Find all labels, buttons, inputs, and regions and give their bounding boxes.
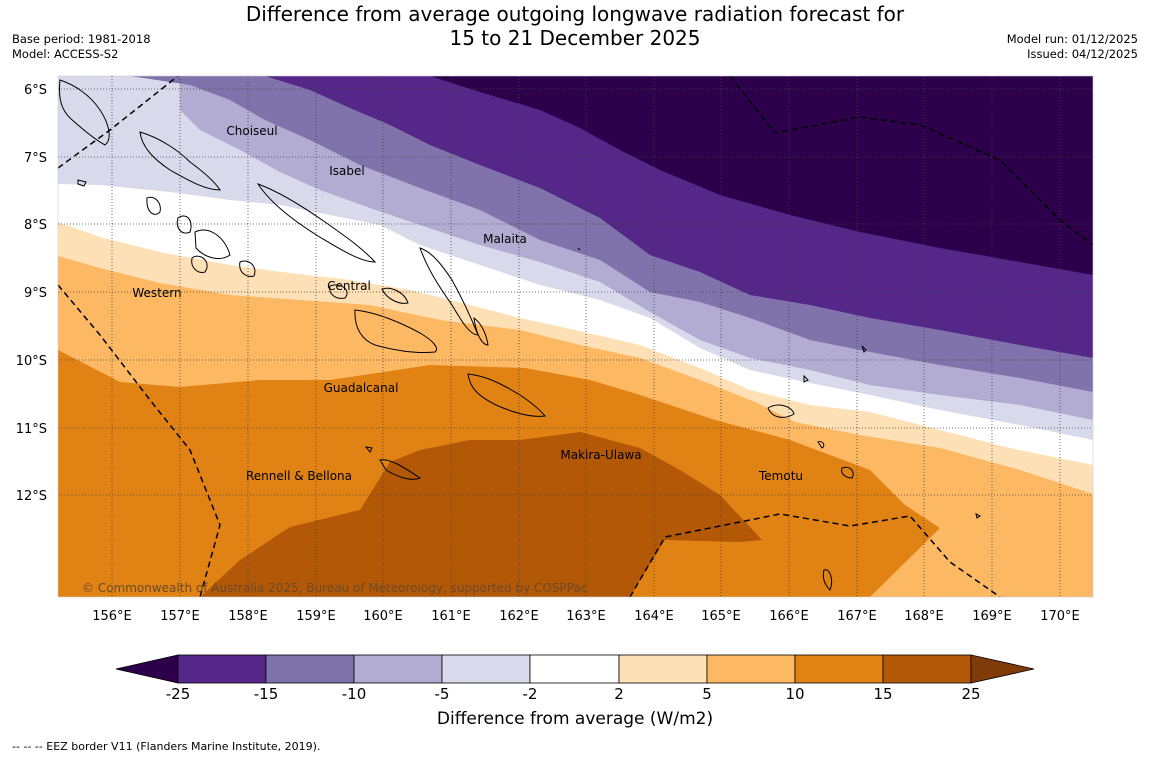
lat-label-8s: 8°S bbox=[24, 218, 47, 233]
cbar-tick-neg25: -25 bbox=[166, 685, 191, 703]
island-santa-cruz bbox=[767, 404, 795, 418]
island-isabel bbox=[256, 183, 377, 263]
model-name: Model: ACCESS-S2 bbox=[12, 47, 119, 61]
model-run: Model run: 01/12/2025 bbox=[1006, 32, 1138, 46]
cbar-seg-15-25 bbox=[882, 654, 972, 684]
cbar-seg-neg25-neg15 bbox=[177, 654, 267, 684]
cbar-tick-10: 10 bbox=[785, 685, 804, 703]
cbar-seg-neg2-2 bbox=[529, 654, 620, 684]
island-bellona bbox=[364, 446, 373, 453]
island-savo bbox=[381, 287, 409, 304]
title-line-1: Difference from average outgoing longwav… bbox=[245, 2, 905, 26]
colorbar bbox=[115, 654, 1035, 684]
island-rennell bbox=[379, 459, 422, 480]
lon-label-160e: 160°E bbox=[363, 609, 403, 624]
lon-label-169e: 169°E bbox=[972, 609, 1012, 624]
lat-label-7s: 7°S bbox=[24, 151, 47, 166]
cbar-tick-2: 2 bbox=[614, 685, 624, 703]
band-lt-neg25 bbox=[430, 76, 1093, 275]
cbar-seg-neg5-neg2 bbox=[441, 654, 531, 684]
cbar-extend-low bbox=[115, 654, 179, 684]
lon-label-164e: 164°E bbox=[634, 609, 674, 624]
cbar-tick-neg15: -15 bbox=[254, 685, 279, 703]
label-makira-ulawa: Makira-Ulawa bbox=[560, 448, 641, 462]
island-new-georgia bbox=[194, 229, 231, 259]
lon-label-166e: 166°E bbox=[769, 609, 809, 624]
lon-label-162e: 162°E bbox=[499, 609, 539, 624]
cbar-tick-5: 5 bbox=[702, 685, 712, 703]
lon-label-158e: 158°E bbox=[228, 609, 268, 624]
cbar-tick-neg5: -5 bbox=[435, 685, 450, 703]
island-south-malaita bbox=[473, 316, 489, 346]
lon-label-156e: 156°E bbox=[92, 609, 132, 624]
island-bougainville bbox=[59, 79, 110, 146]
island-utupua bbox=[817, 441, 825, 449]
lat-label-12s: 12°S bbox=[16, 489, 47, 504]
lon-label-163e: 163°E bbox=[566, 609, 606, 624]
label-rennell-bellona: Rennell & Bellona bbox=[246, 469, 352, 483]
cbar-tick-neg10: -10 bbox=[342, 685, 367, 703]
lat-label-6s: 6°S bbox=[24, 83, 47, 98]
lon-label-165e: 165°E bbox=[701, 609, 741, 624]
cbar-extend-high bbox=[970, 654, 1035, 684]
label-guadalcanal: Guadalcanal bbox=[324, 381, 399, 395]
base-period: Base period: 1981-2018 bbox=[12, 32, 151, 46]
label-temotu: Temotu bbox=[758, 469, 803, 483]
lon-label-167e: 167°E bbox=[837, 609, 877, 624]
map-frame bbox=[57, 75, 1094, 598]
label-western: Western bbox=[132, 286, 181, 300]
island-anuta bbox=[975, 513, 981, 519]
eez-borders bbox=[58, 76, 1093, 597]
label-isabel: Isabel bbox=[329, 164, 364, 178]
island-kolombangara bbox=[176, 215, 192, 234]
lon-label-170e: 170°E bbox=[1040, 609, 1080, 624]
chart-title: Difference from average outgoing longwav… bbox=[0, 2, 1150, 50]
cbar-tick-15: 15 bbox=[873, 685, 892, 703]
lon-label-168e: 168°E bbox=[904, 609, 944, 624]
island-guadalcanal bbox=[354, 309, 437, 353]
island-ontong-java bbox=[577, 247, 581, 251]
colorbar-label: Difference from average (W/m2) bbox=[436, 709, 714, 729]
cbar-tick-neg2: -2 bbox=[523, 685, 538, 703]
cbar-tick-25: 25 bbox=[961, 685, 980, 703]
lat-label-11s: 11°S bbox=[16, 422, 47, 437]
label-malaita: Malaita bbox=[483, 232, 527, 246]
meta-left: Base period: 1981-2018 Model: ACCESS-S2 bbox=[12, 32, 151, 62]
meta-right: Model run: 01/12/2025 Issued: 04/12/2025 bbox=[1007, 32, 1138, 62]
eez-footnote: -- -- -- EEZ border V11 (Flanders Marine… bbox=[12, 740, 321, 753]
title-line-2: 15 to 21 December 2025 bbox=[449, 26, 701, 50]
cbar-seg-10-15 bbox=[794, 654, 884, 684]
lon-label-161e: 161°E bbox=[431, 609, 471, 624]
island-tikopia bbox=[822, 569, 833, 591]
island-vella-lavella bbox=[146, 196, 161, 215]
lon-label-157e: 157°E bbox=[160, 609, 200, 624]
island-vangunu bbox=[239, 260, 256, 277]
issued-date: Issued: 04/12/2025 bbox=[1027, 47, 1138, 61]
map-plot-area bbox=[58, 76, 1093, 597]
island-shortland bbox=[77, 179, 87, 187]
island-outlines bbox=[59, 79, 981, 591]
island-choiseul bbox=[139, 131, 221, 191]
cbar-seg-neg15-neg10 bbox=[265, 654, 355, 684]
band-15-25 bbox=[200, 432, 762, 597]
copyright-notice: © Commonwealth of Australia 2025, Bureau… bbox=[82, 581, 587, 595]
lat-label-9s: 9°S bbox=[24, 286, 47, 301]
cbar-seg-2-5 bbox=[618, 654, 708, 684]
cbar-seg-5-10 bbox=[706, 654, 796, 684]
cbar-seg-neg10-neg5 bbox=[353, 654, 443, 684]
label-central: Central bbox=[327, 279, 371, 293]
island-reef bbox=[803, 374, 809, 383]
label-choiseul: Choiseul bbox=[226, 124, 277, 138]
island-sikaiana bbox=[861, 345, 867, 353]
lon-label-159e: 159°E bbox=[296, 609, 336, 624]
lat-label-10s: 10°S bbox=[16, 354, 47, 369]
island-makira bbox=[467, 373, 546, 417]
island-rendova bbox=[191, 255, 208, 273]
island-florida bbox=[329, 284, 348, 299]
island-vanikoro bbox=[841, 466, 854, 479]
